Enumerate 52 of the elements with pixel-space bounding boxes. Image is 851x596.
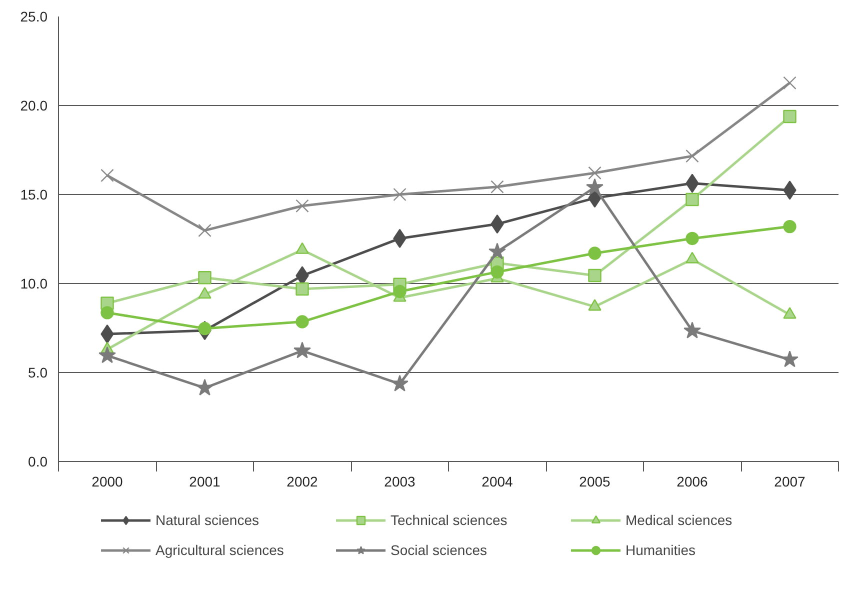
point [684, 322, 701, 338]
point [198, 224, 212, 238]
x-tick-label: 2004 [482, 474, 514, 490]
x-tick-label: 2005 [579, 474, 611, 490]
point [294, 342, 311, 358]
point [391, 374, 408, 392]
x-tick-label: 2006 [676, 474, 708, 490]
point [686, 149, 699, 163]
y-tick-label: 10.0 [20, 276, 48, 292]
point [198, 322, 212, 336]
point [296, 199, 309, 212]
point [588, 246, 602, 260]
point [686, 232, 699, 246]
y-tick-label: 5.0 [28, 364, 48, 380]
y-tick-label: 20.0 [20, 98, 48, 114]
point [686, 252, 699, 264]
y-tick-label: 15.0 [20, 186, 48, 202]
point [586, 178, 604, 195]
point [98, 346, 116, 364]
legend-label: Humanities [626, 542, 697, 558]
x-tick-label: 2003 [384, 474, 416, 490]
legend-label: Agricultural sciences [156, 542, 285, 558]
y-tick-label: 0.0 [28, 454, 48, 470]
point [588, 268, 602, 282]
legend-label: Natural sciences [156, 512, 260, 528]
x-tick-label: 2000 [92, 474, 124, 490]
point [783, 76, 796, 90]
x-tick-label: 2002 [286, 474, 318, 490]
point [783, 220, 796, 234]
point [488, 242, 506, 260]
point [296, 282, 309, 296]
legend-label: Technical sciences [390, 512, 508, 528]
point [100, 306, 114, 320]
y-tick-label: 25.0 [20, 8, 48, 24]
point [100, 168, 114, 182]
legend-label: Social sciences [390, 542, 488, 558]
point [588, 166, 602, 180]
x-tick-label: 2007 [774, 474, 806, 490]
point [490, 180, 504, 194]
point [198, 287, 212, 299]
point [783, 110, 796, 124]
point [393, 188, 406, 202]
point [783, 307, 796, 319]
point [686, 192, 699, 206]
x-tick-label: 2001 [189, 474, 221, 490]
point [490, 265, 504, 279]
point [296, 315, 309, 328]
point [393, 284, 406, 298]
point [588, 299, 602, 311]
point [196, 378, 214, 396]
legend-label: Medical sciences [626, 512, 734, 528]
point [198, 271, 212, 284]
